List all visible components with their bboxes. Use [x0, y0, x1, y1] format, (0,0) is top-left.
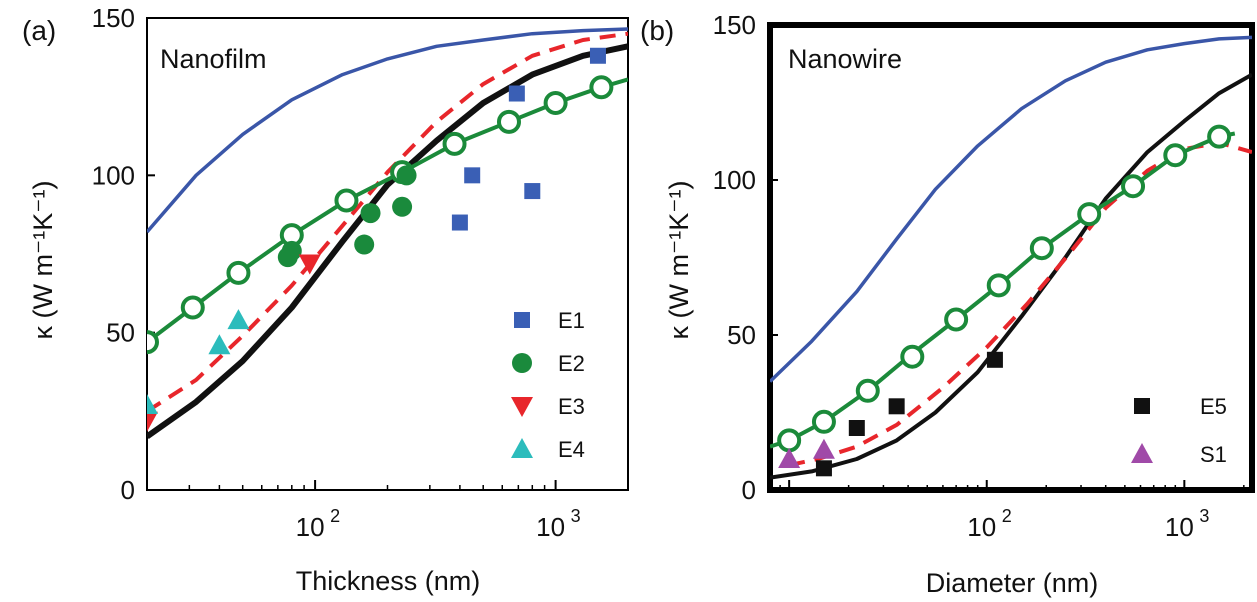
y-tick-label: 50	[727, 320, 756, 350]
panel-letter-a: (a)	[22, 15, 56, 46]
data-point-e1	[508, 85, 525, 102]
data-point-e4	[147, 394, 158, 415]
green-series-marker	[1207, 124, 1232, 149]
series-line-red_dashed	[788, 140, 1252, 468]
data-point-e5	[986, 351, 1003, 368]
panel-title-nanowire: Nanowire	[788, 44, 902, 74]
x-tick-label: 10	[1165, 512, 1194, 542]
legend-label-e5: E5	[1200, 394, 1227, 419]
y-tick-label: 100	[713, 165, 756, 195]
legend: E5 S1	[1131, 394, 1227, 467]
legend-label-e2: E2	[558, 351, 585, 376]
data-point-e2	[396, 165, 417, 186]
data-point-e1	[589, 47, 606, 64]
x-tick-label: 10	[296, 512, 325, 542]
data-point-e4	[227, 309, 250, 330]
green-series-marker	[496, 109, 521, 134]
data-point-e3	[298, 254, 321, 275]
data-point-s1	[812, 438, 835, 459]
legend-marker-e4	[511, 438, 533, 458]
plot-frame	[146, 17, 629, 491]
y-axis-label-kappa-a: κ (W m⁻¹K⁻¹)	[28, 181, 58, 340]
y-tick-label: 150	[713, 10, 756, 40]
panel-nanofilm: (a) Nanofilm Thickness (nm) κ (W m⁻¹K⁻¹)…	[22, 3, 629, 596]
data-point-e2	[354, 234, 375, 255]
panel-letter-b: (b)	[640, 15, 674, 46]
green-series-marker	[334, 188, 359, 213]
green-series-marker	[226, 260, 251, 285]
legend-marker-e5	[1134, 398, 1150, 414]
data-point-e1	[524, 183, 541, 200]
legend-label-e4: E4	[558, 437, 585, 462]
data-point-e1	[451, 214, 468, 231]
y-tick-label: 50	[106, 318, 135, 348]
x-axis-label-thickness: Thickness (nm)	[296, 566, 481, 596]
x-tick-label: 10	[536, 512, 565, 542]
legend-label-e1: E1	[558, 308, 585, 333]
panel-title-nanofilm: Nanofilm	[160, 44, 267, 74]
data-point-e1	[464, 167, 481, 184]
legend-marker-e2	[512, 353, 532, 373]
x-tick-exponent: 2	[330, 506, 340, 526]
data-point-e2	[281, 240, 302, 261]
green-series-marker	[811, 409, 836, 434]
green-series-marker	[777, 428, 802, 453]
legend-marker-s1	[1131, 443, 1153, 463]
x-tick-exponent: 3	[1199, 506, 1209, 526]
legend: E1 E2 E3 E4	[511, 308, 585, 462]
green-series-marker	[180, 295, 205, 320]
data-point-e4	[208, 334, 231, 355]
green-series-marker	[1163, 143, 1188, 168]
data-point-s1	[778, 448, 801, 468]
series-line-black	[770, 72, 1252, 480]
y-tick-label: 0	[742, 475, 756, 505]
y-tick-label: 150	[92, 3, 135, 33]
y-tick-label: 0	[121, 475, 135, 505]
y-axis-label-kappa-b: κ (W m⁻¹K⁻¹)	[664, 181, 694, 340]
series-line-blue	[770, 35, 1252, 383]
y-tick-label: 100	[92, 160, 135, 190]
series-line-blue	[147, 27, 628, 234]
panel-nanowire: (b) Nanowire Diameter (nm) κ (W m⁻¹K⁻¹) …	[640, 10, 1255, 598]
green-series-marker	[855, 378, 880, 403]
data-point-e5	[815, 460, 832, 477]
data-point-e2	[360, 203, 381, 224]
green-series-marker	[543, 90, 568, 115]
green-series-marker	[442, 131, 467, 156]
data-point-e5	[888, 398, 905, 415]
green-series-marker	[1077, 202, 1102, 227]
legend-marker-e3	[511, 397, 533, 417]
green-series-marker	[1029, 236, 1054, 261]
green-series-marker	[589, 75, 614, 100]
series-line-green	[147, 77, 628, 344]
legend-marker-e1	[514, 312, 530, 328]
data-point-e5	[848, 420, 865, 436]
green-series-marker	[1121, 174, 1146, 199]
green-series-marker	[900, 344, 925, 369]
x-tick-label: 10	[967, 512, 996, 542]
x-tick-exponent: 3	[571, 506, 581, 526]
green-series-marker	[944, 307, 969, 332]
series-line-black	[147, 43, 628, 439]
green-series-marker	[147, 330, 159, 355]
data-point-e2	[392, 196, 413, 217]
legend-label-s1: S1	[1200, 442, 1227, 467]
green-series-marker	[986, 273, 1011, 298]
legend-label-e3: E3	[558, 394, 585, 419]
plot-frame	[767, 22, 1255, 493]
x-tick-exponent: 2	[1002, 506, 1012, 526]
x-axis-label-diameter: Diameter (nm)	[926, 568, 1099, 598]
data-point-e3	[147, 411, 158, 432]
series-line-red_dashed	[147, 31, 628, 413]
